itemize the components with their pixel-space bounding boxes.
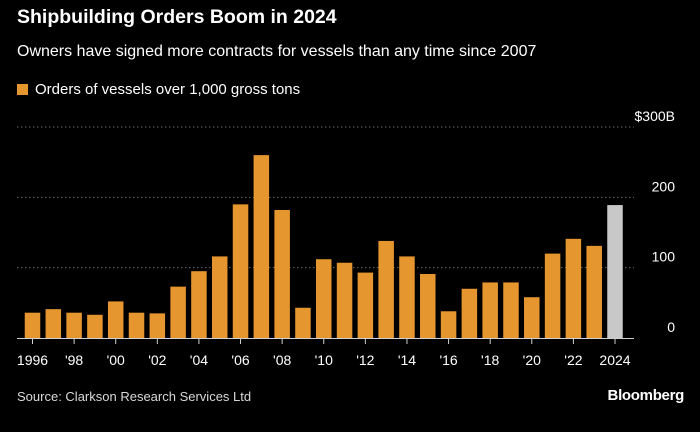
bar-2011 xyxy=(336,262,353,338)
x-tick-label: 2024 xyxy=(599,352,630,368)
x-tick-label: '20 xyxy=(523,352,541,368)
x-tick-label: '22 xyxy=(564,352,582,368)
x-tick-label: '18 xyxy=(481,352,499,368)
bar-2001 xyxy=(128,312,145,338)
bar-2004 xyxy=(191,271,207,338)
y-tick-label: 0 xyxy=(667,319,675,335)
bar-2009 xyxy=(295,307,311,338)
x-tick-label: '10 xyxy=(315,352,333,368)
bar-2008 xyxy=(274,209,290,338)
bar-2021 xyxy=(544,253,561,338)
x-tick-label: '00 xyxy=(107,352,125,368)
bar-2022 xyxy=(565,238,582,338)
bar-1999 xyxy=(87,314,103,338)
bar-2005 xyxy=(211,256,228,338)
source-note: Source: Clarkson Research Services Ltd xyxy=(17,389,252,404)
bar-1997 xyxy=(45,309,62,338)
bar-2015 xyxy=(420,273,436,338)
bloomberg-logo: Bloomberg xyxy=(607,387,685,404)
bar-2023 xyxy=(586,245,602,338)
bar-2006 xyxy=(232,204,249,338)
y-tick-label: 200 xyxy=(652,178,676,194)
x-tick-label: 1996 xyxy=(17,352,48,368)
x-tick-label: '14 xyxy=(398,352,416,368)
x-tick-label: '04 xyxy=(190,352,208,368)
bar-2012 xyxy=(357,272,374,338)
x-tick-label: '08 xyxy=(273,352,291,368)
bar-2010 xyxy=(316,259,332,338)
bar-2016 xyxy=(440,311,457,338)
legend-label: Orders of vessels over 1,000 gross tons xyxy=(35,80,301,98)
bar-2002 xyxy=(149,313,166,338)
x-tick-label: '16 xyxy=(439,352,457,368)
bar-1998 xyxy=(66,312,82,338)
bar-2013 xyxy=(378,240,394,338)
x-tick-label: '98 xyxy=(65,352,83,368)
legend-swatch xyxy=(17,83,28,95)
bar-2020 xyxy=(524,297,540,338)
bar-2014 xyxy=(399,256,415,338)
chart-title: Shipbuilding Orders Boom in 2024 xyxy=(17,6,337,28)
bar-2024 xyxy=(607,205,623,338)
y-tick-label: 100 xyxy=(652,249,676,265)
bar-2000 xyxy=(107,301,124,338)
chart-subtitle: Owners have signed more contracts for ve… xyxy=(17,43,537,60)
x-tick-label: '02 xyxy=(148,352,166,368)
x-tick-label: '06 xyxy=(231,352,249,368)
bar-1996 xyxy=(24,312,41,338)
bar-2018 xyxy=(482,282,498,338)
chart-legend: Orders of vessels over 1,000 gross tons xyxy=(17,79,300,99)
y-tick-label: $300B xyxy=(635,108,675,124)
x-tick-label: '12 xyxy=(356,352,374,368)
bar-2017 xyxy=(461,288,478,338)
bar-2007 xyxy=(253,155,270,338)
bar-2019 xyxy=(503,282,519,338)
bar-2003 xyxy=(170,286,186,338)
